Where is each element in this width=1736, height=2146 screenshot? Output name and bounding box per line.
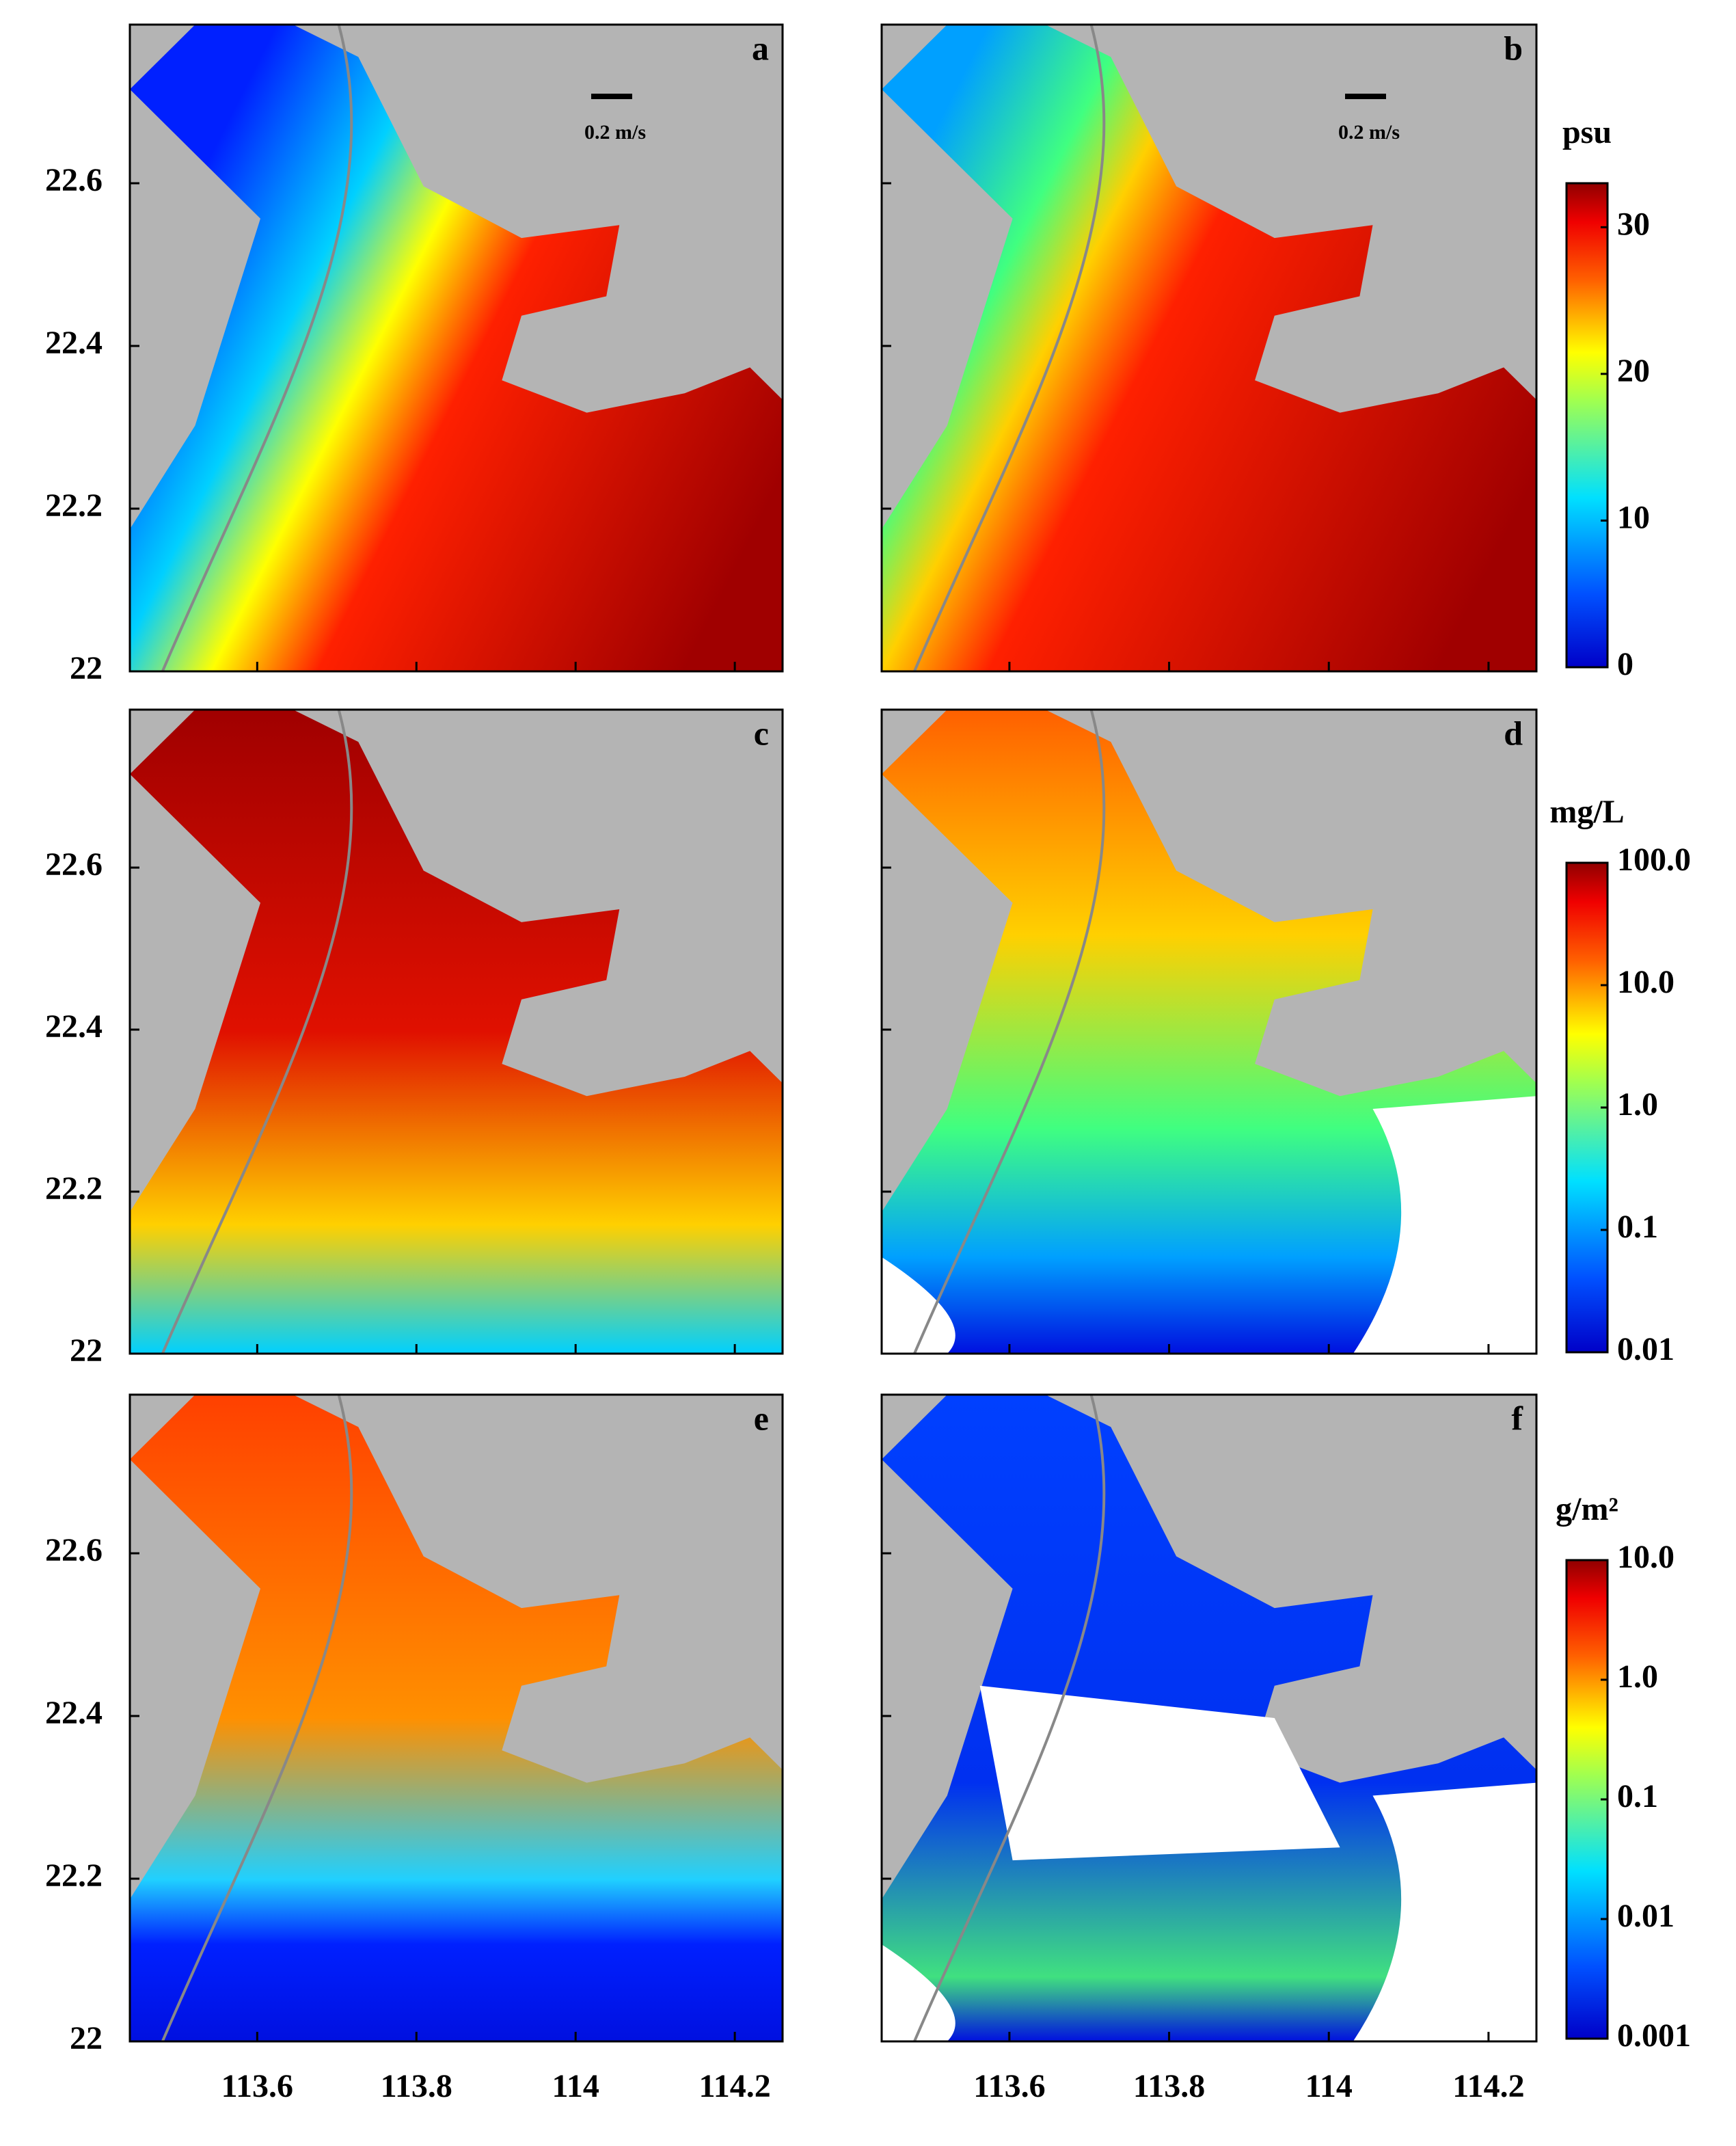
panel-frame bbox=[880, 23, 1538, 673]
water bbox=[130, 710, 783, 1354]
panel-label: e bbox=[754, 1399, 769, 1437]
isobath bbox=[913, 1394, 1106, 2042]
colorbar-tick-label: 10 bbox=[1617, 499, 1650, 535]
y-tick-label: 22.6 bbox=[45, 162, 103, 198]
y-tick-label: 22.2 bbox=[45, 1857, 103, 1894]
panel-frame bbox=[128, 23, 784, 673]
colorbar-tick-label: 0.001 bbox=[1617, 2017, 1691, 2054]
map-panel: b 0.2 m/s bbox=[880, 23, 1538, 673]
isobath bbox=[913, 709, 1106, 1354]
colorbar-unit: mg/L bbox=[1549, 794, 1624, 830]
isobath bbox=[913, 24, 1106, 672]
map-panel: f 113.6 113.8 114 114.2 bbox=[880, 1393, 1538, 2104]
isobath bbox=[161, 1394, 353, 2042]
panel-label: b bbox=[1504, 29, 1523, 67]
panel-label: c bbox=[754, 714, 769, 752]
colorbar-tick-label: 0.01 bbox=[1617, 1898, 1674, 1934]
panel-frame bbox=[880, 1393, 1538, 2043]
y-tick-label: 22.4 bbox=[45, 325, 103, 361]
x-tick-label: 113.8 bbox=[1133, 2068, 1205, 2104]
map-panel: d bbox=[880, 708, 1538, 1355]
x-tick-label: 114.2 bbox=[1452, 2068, 1524, 2104]
map-panel: e 113.6 113.8 114 114.2 22 22.2 22.4 22.6 bbox=[45, 1393, 784, 2104]
y-tick-label: 22 bbox=[70, 650, 103, 686]
x-tick-label: 113.6 bbox=[973, 2068, 1045, 2104]
y-tick-label: 22.4 bbox=[45, 1695, 103, 1731]
colorbar-tick-label: 30 bbox=[1617, 206, 1650, 242]
scale-label: 0.2 m/s bbox=[584, 121, 646, 144]
colorbar-tick-label: 10.0 bbox=[1617, 964, 1674, 1000]
panel-label: a bbox=[752, 29, 769, 67]
y-tick-label: 22.2 bbox=[45, 487, 103, 524]
colorbar bbox=[1565, 182, 1609, 669]
colorbar-tick-label: 10.0 bbox=[1617, 1539, 1674, 1575]
panel-frame bbox=[128, 708, 784, 1355]
colorbar-tick-label: 0.01 bbox=[1617, 1331, 1674, 1367]
colorbar-tick-label: 0 bbox=[1617, 646, 1633, 682]
colorbar-tick-label: 1.0 bbox=[1617, 1086, 1658, 1123]
water bbox=[130, 25, 783, 671]
no-data bbox=[882, 1782, 1536, 2041]
colorbar-tick-label: 1.0 bbox=[1617, 1659, 1658, 1695]
panel-frame bbox=[880, 708, 1538, 1355]
y-tick-label: 22.2 bbox=[45, 1170, 103, 1207]
isobath bbox=[161, 709, 353, 1354]
water bbox=[130, 1395, 783, 2041]
panel-label: d bbox=[1504, 714, 1523, 752]
scale-label: 0.2 m/s bbox=[1338, 121, 1400, 144]
y-tick-label: 22.4 bbox=[45, 1008, 103, 1045]
colorbar-tick-label: 0.1 bbox=[1617, 1778, 1658, 1814]
colorbar-tick-label: 100.0 bbox=[1617, 842, 1691, 878]
x-tick-label: 114.2 bbox=[699, 2068, 770, 2104]
colorbar-tick-label: 20 bbox=[1617, 353, 1650, 389]
colorbar-unit: psu bbox=[1562, 114, 1612, 150]
panel-frame bbox=[128, 1393, 784, 2043]
y-tick-label: 22 bbox=[70, 2020, 103, 2056]
x-tick-label: 114 bbox=[552, 2068, 599, 2104]
x-tick-label: 113.6 bbox=[221, 2068, 293, 2104]
x-tick-label: 114 bbox=[1305, 2068, 1353, 2104]
water bbox=[882, 710, 1536, 1354]
no-data bbox=[979, 1685, 1340, 1861]
y-tick-label: 22.6 bbox=[45, 846, 103, 883]
colorbar-unit: g/m² bbox=[1556, 1491, 1618, 1527]
panel-label: f bbox=[1511, 1399, 1523, 1437]
water bbox=[882, 25, 1536, 671]
y-tick-label: 22 bbox=[70, 1332, 103, 1369]
y-tick-label: 22.6 bbox=[45, 1532, 103, 1568]
colorbar-tick-label: 0.1 bbox=[1617, 1209, 1658, 1245]
map-panel: a 0.2 m/s 22 22.2 22.4 22.6 bbox=[45, 23, 784, 686]
map-panel: c 22 22.2 22.4 22.6 bbox=[45, 708, 784, 1369]
no-data bbox=[882, 1096, 1536, 1354]
x-tick-label: 113.8 bbox=[381, 2068, 452, 2104]
isobath bbox=[161, 24, 353, 672]
